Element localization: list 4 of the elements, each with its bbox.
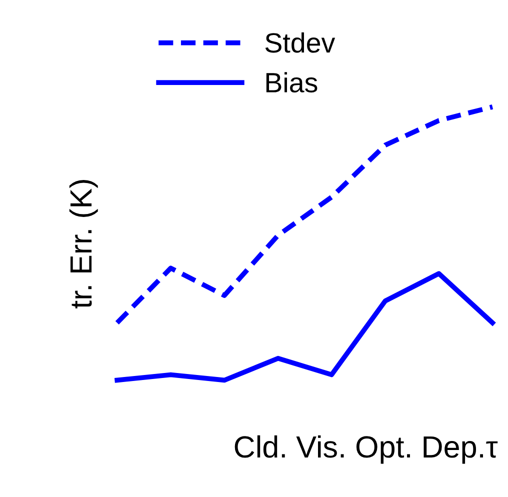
legend-label: Stdev bbox=[265, 32, 336, 53]
y-axis-title: tr. Err. (K) bbox=[69, 180, 98, 308]
x-axis-title: Cld. Vis. Opt. Dep.τ bbox=[234, 435, 498, 464]
legend-label: Bias bbox=[266, 72, 318, 93]
